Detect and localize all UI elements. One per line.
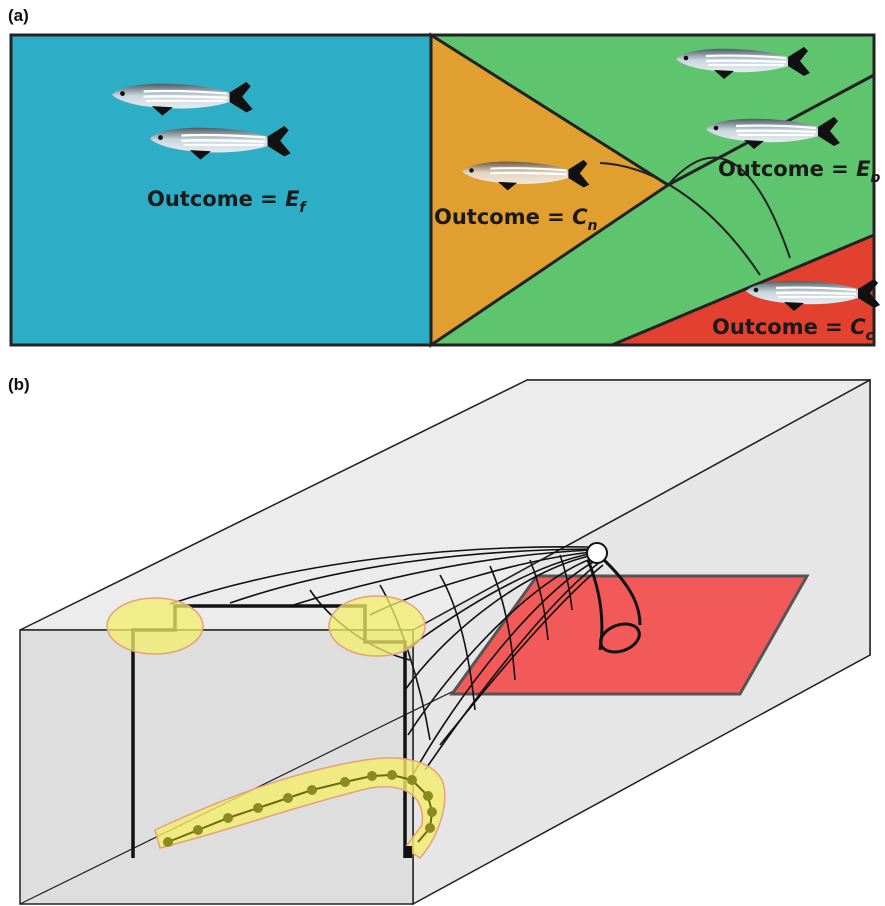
zebrafish-icon: [462, 160, 590, 191]
free-swimming-zone: [11, 35, 431, 345]
outcome-net: Outcome = Cn: [434, 205, 597, 234]
codend-plate: [449, 574, 810, 696]
panel-a: Outcome = Ef Outcome = Cn Outcome = Eb O…: [9, 32, 882, 348]
trawl-net-icon: [169, 546, 604, 781]
bypass-arc-inner: [599, 162, 761, 276]
panel-label-a: (a): [8, 6, 29, 25]
fish-trajectory-icon: [154, 757, 446, 859]
codend-boundary: [611, 233, 875, 347]
outcome-codend: Outcome = Cc: [712, 315, 874, 344]
corner-highlight-right: [328, 595, 426, 657]
bypass-arc-outer: [667, 156, 791, 259]
outcome-free: Outcome = Ef: [147, 187, 307, 216]
panel-a-frame: [9, 33, 876, 347]
outcome-bypass: Outcome = Eb: [718, 157, 880, 186]
tank-floor-edge: [19, 654, 528, 905]
panel-b: [19, 378, 871, 906]
panel-label-b: (b): [8, 375, 30, 394]
net-zone: [429, 32, 671, 348]
cod-end-icon: [586, 542, 642, 654]
corner-highlight-left: [106, 597, 204, 655]
